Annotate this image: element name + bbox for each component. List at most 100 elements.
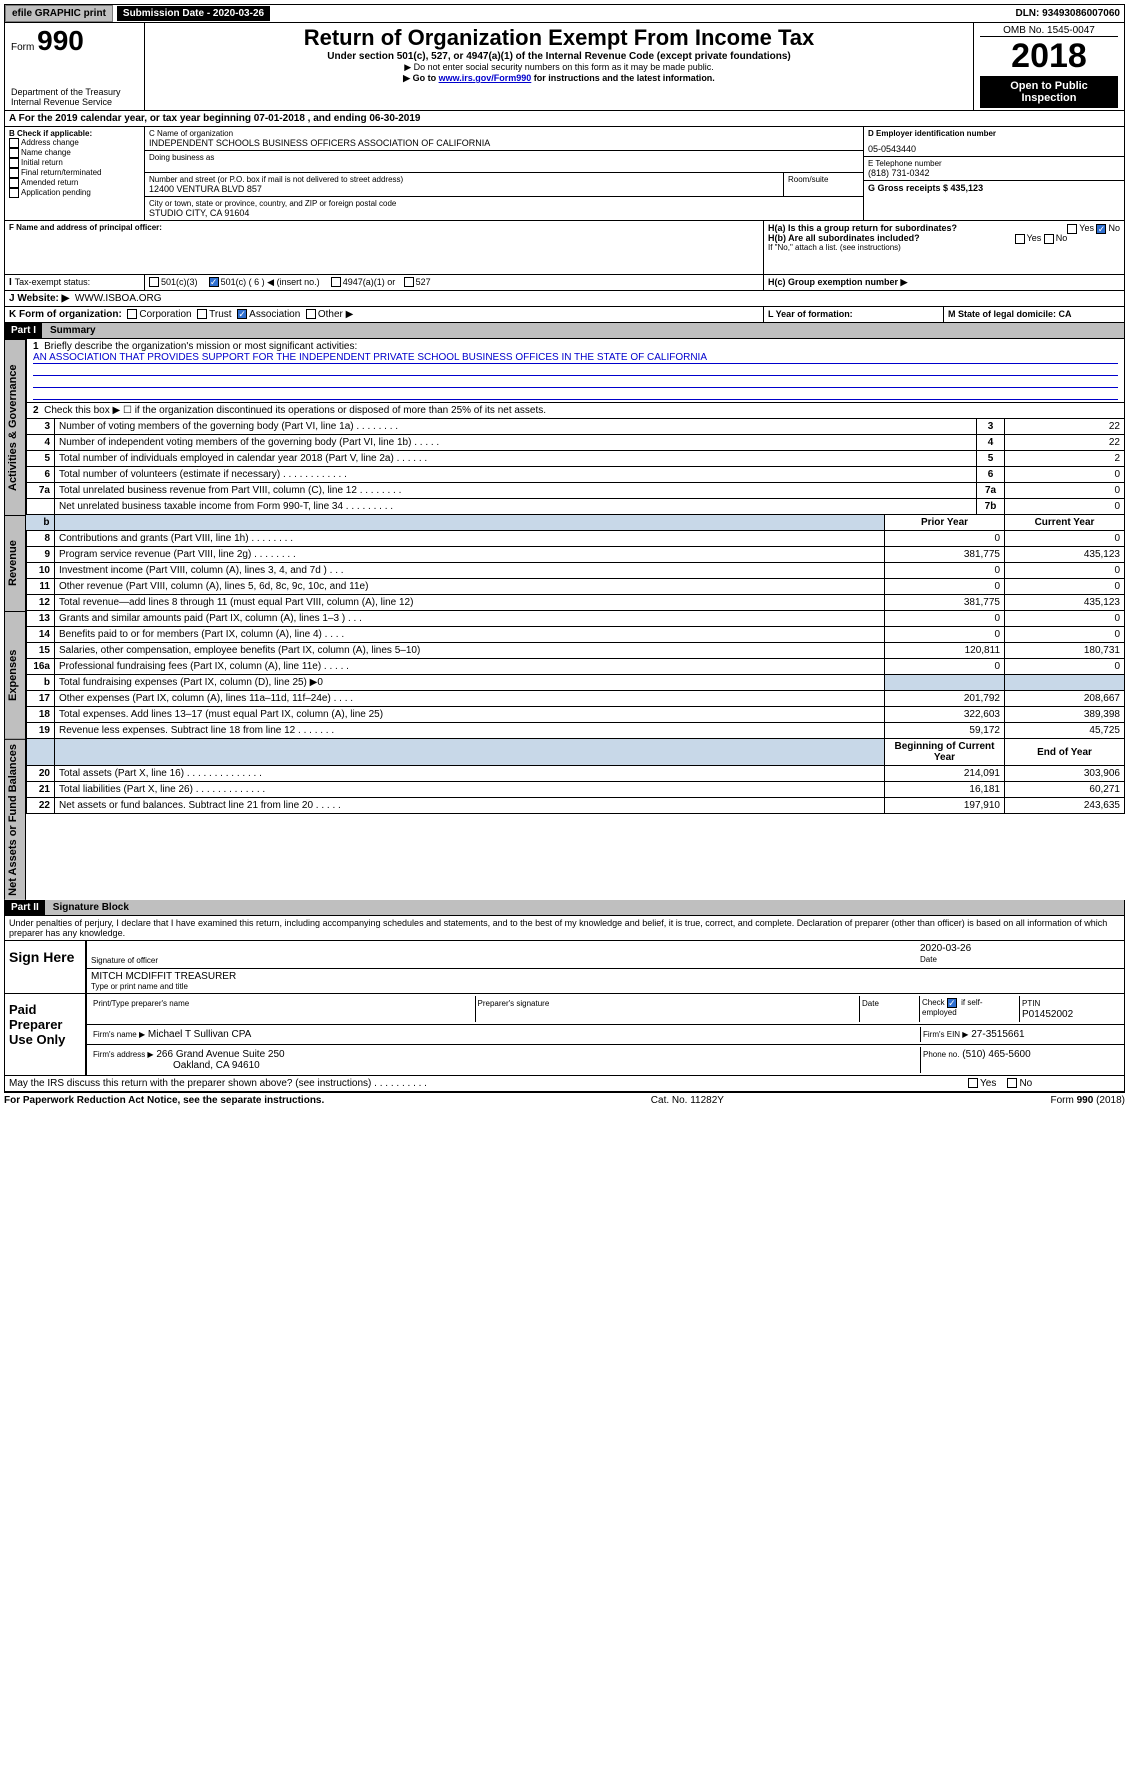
- block-k-label: K Form of organization:: [9, 309, 122, 320]
- revenue-table: b Prior Year Current Year: [26, 515, 1125, 531]
- part-2-header: Part II: [5, 900, 45, 915]
- street-label: Number and street (or P.O. box if mail i…: [149, 175, 779, 184]
- tax-exempt-label: Tax-exempt status:: [15, 277, 91, 287]
- h-b-yes-checkbox[interactable]: [1015, 234, 1025, 244]
- top-bar: efile GRAPHIC print Submission Date - 20…: [4, 4, 1125, 23]
- ptin-value: P01452002: [1022, 1009, 1073, 1020]
- trust-checkbox[interactable]: [197, 309, 207, 319]
- firm-ein: 27-3515661: [971, 1029, 1024, 1040]
- form-header: Form 990 Department of the Treasury Inte…: [4, 23, 1125, 111]
- preparer-name-label: Print/Type preparer's name: [93, 999, 189, 1008]
- form990-link[interactable]: www.irs.gov/Form990: [439, 73, 532, 83]
- dept-label: Department of the Treasury: [11, 87, 138, 97]
- 527-checkbox[interactable]: [404, 277, 414, 287]
- website-url[interactable]: WWW.ISBOA.ORG: [75, 293, 162, 304]
- org-name: INDEPENDENT SCHOOLS BUSINESS OFFICERS AS…: [149, 138, 859, 148]
- part-2-label: Signature Block: [45, 900, 1124, 915]
- year-formation-label: L Year of formation:: [768, 309, 853, 319]
- submission-date: Submission Date - 2020-03-26: [117, 6, 270, 21]
- firm-addr: 266 Grand Avenue Suite 250: [156, 1049, 284, 1060]
- city-label: City or town, state or province, country…: [149, 199, 859, 208]
- paid-preparer-label: Paid Preparer Use Only: [5, 994, 85, 1075]
- firm-city: Oakland, CA 94610: [173, 1060, 260, 1071]
- firm-name-label: Firm's name ▶: [93, 1030, 145, 1039]
- attach-list-note: If "No," attach a list. (see instruction…: [768, 243, 1120, 252]
- block-c-label: C Name of organization: [149, 129, 859, 138]
- website-label: J Website: ▶: [9, 293, 69, 304]
- 501c3-checkbox[interactable]: [149, 277, 159, 287]
- final-return-checkbox[interactable]: [9, 168, 19, 178]
- form-subtitle: Under section 501(c), 527, or 4947(a)(1)…: [151, 51, 967, 62]
- sign-here-label: Sign Here: [5, 941, 85, 993]
- other-checkbox[interactable]: [306, 309, 316, 319]
- firm-phone: (510) 465-5600: [962, 1049, 1030, 1060]
- ptin-label: PTIN: [1022, 999, 1040, 1008]
- footer-mid: Cat. No. 11282Y: [651, 1095, 724, 1106]
- preparer-sig-label: Preparer's signature: [478, 999, 550, 1008]
- app-pending-label: Application pending: [21, 188, 91, 197]
- irs-label: Internal Revenue Service: [11, 97, 138, 107]
- 4947-checkbox[interactable]: [331, 277, 341, 287]
- form-word: Form: [11, 42, 34, 53]
- tax-year: 2018: [980, 37, 1118, 76]
- form-title: Return of Organization Exempt From Incom…: [151, 25, 967, 51]
- discuss-yes-checkbox[interactable]: [968, 1078, 978, 1088]
- efile-button[interactable]: efile GRAPHIC print: [5, 5, 113, 22]
- name-change-label: Name change: [21, 148, 71, 157]
- footer-left: For Paperwork Reduction Act Notice, see …: [4, 1095, 324, 1106]
- sig-officer-label: Signature of officer: [91, 956, 158, 965]
- firm-phone-label: Phone no.: [923, 1050, 959, 1059]
- footer-right: Form 990 (2018): [1051, 1095, 1125, 1106]
- city-state-zip: STUDIO CITY, CA 91604: [149, 208, 859, 218]
- side-activities: Activities & Governance: [4, 339, 26, 515]
- app-pending-checkbox[interactable]: [9, 188, 19, 198]
- line-1-label: Briefly describe the organization's miss…: [44, 341, 357, 352]
- discuss-text: May the IRS discuss this return with the…: [9, 1078, 427, 1089]
- firm-addr-label: Firm's address ▶: [93, 1050, 154, 1059]
- omb-number: OMB No. 1545-0047: [980, 25, 1118, 37]
- initial-return-label: Initial return: [21, 158, 63, 167]
- firm-name: Michael T Sullivan CPA: [148, 1029, 251, 1040]
- revenue-lines: 8Contributions and grants (Part VIII, li…: [26, 531, 1125, 611]
- netassets-header: Beginning of Current Year End of Year: [26, 739, 1125, 766]
- open-public: Open to Public Inspection: [980, 76, 1118, 108]
- corp-checkbox[interactable]: [127, 309, 137, 319]
- h-b-no-checkbox[interactable]: [1044, 234, 1054, 244]
- side-netassets: Net Assets or Fund Balances: [4, 739, 26, 900]
- street-address: 12400 VENTURA BLVD 857: [149, 184, 779, 194]
- ein: 05-0543440: [868, 144, 1120, 154]
- initial-return-checkbox[interactable]: [9, 158, 19, 168]
- block-f-label: F Name and address of principal officer:: [9, 223, 759, 232]
- governance-table: 3Number of voting members of the governi…: [26, 419, 1125, 515]
- addr-change-checkbox[interactable]: [9, 138, 19, 148]
- side-revenue: Revenue: [4, 515, 26, 611]
- sign-date: 2020-03-26: [920, 943, 971, 954]
- officer-name: MITCH MCDIFFIT TREASURER: [91, 971, 1120, 982]
- firm-ein-label: Firm's EIN ▶: [923, 1030, 968, 1039]
- gross-receipts: G Gross receipts $ 435,123: [868, 183, 1120, 193]
- subs-included-label: H(b) Are all subordinates included? Yes …: [768, 233, 1120, 243]
- 501c-checkbox[interactable]: [209, 277, 219, 287]
- state-domicile: M State of legal domicile: CA: [948, 309, 1072, 319]
- group-return-label: H(a) Is this a group return for subordin…: [768, 223, 1120, 233]
- line-2-label: Check this box ▶ ☐ if the organization d…: [44, 405, 546, 416]
- tax-period: A For the 2019 calendar year, or tax yea…: [5, 111, 1124, 126]
- amended-return-checkbox[interactable]: [9, 178, 19, 188]
- h-a-no-checkbox[interactable]: [1096, 224, 1106, 234]
- dba-label: Doing business as: [149, 153, 859, 162]
- preparer-date-label: Date: [862, 999, 879, 1008]
- self-employed-checkbox[interactable]: [947, 998, 957, 1008]
- part-1-header: Part I: [5, 323, 42, 338]
- part-1-label: Summary: [42, 323, 1124, 338]
- assoc-checkbox[interactable]: [237, 309, 247, 319]
- name-change-checkbox[interactable]: [9, 148, 19, 158]
- discuss-no-checkbox[interactable]: [1007, 1078, 1017, 1088]
- note-goto-pre: ▶ Go to: [403, 73, 438, 83]
- block-b-label: B Check if applicable:: [9, 129, 140, 138]
- h-a-yes-checkbox[interactable]: [1067, 224, 1077, 234]
- officer-name-label: Type or print name and title: [91, 982, 1120, 991]
- addr-change-label: Address change: [21, 138, 79, 147]
- note-ssn: ▶ Do not enter social security numbers o…: [151, 62, 967, 73]
- perjury-declaration: Under penalties of perjury, I declare th…: [4, 916, 1125, 941]
- sign-date-label: Date: [920, 955, 937, 964]
